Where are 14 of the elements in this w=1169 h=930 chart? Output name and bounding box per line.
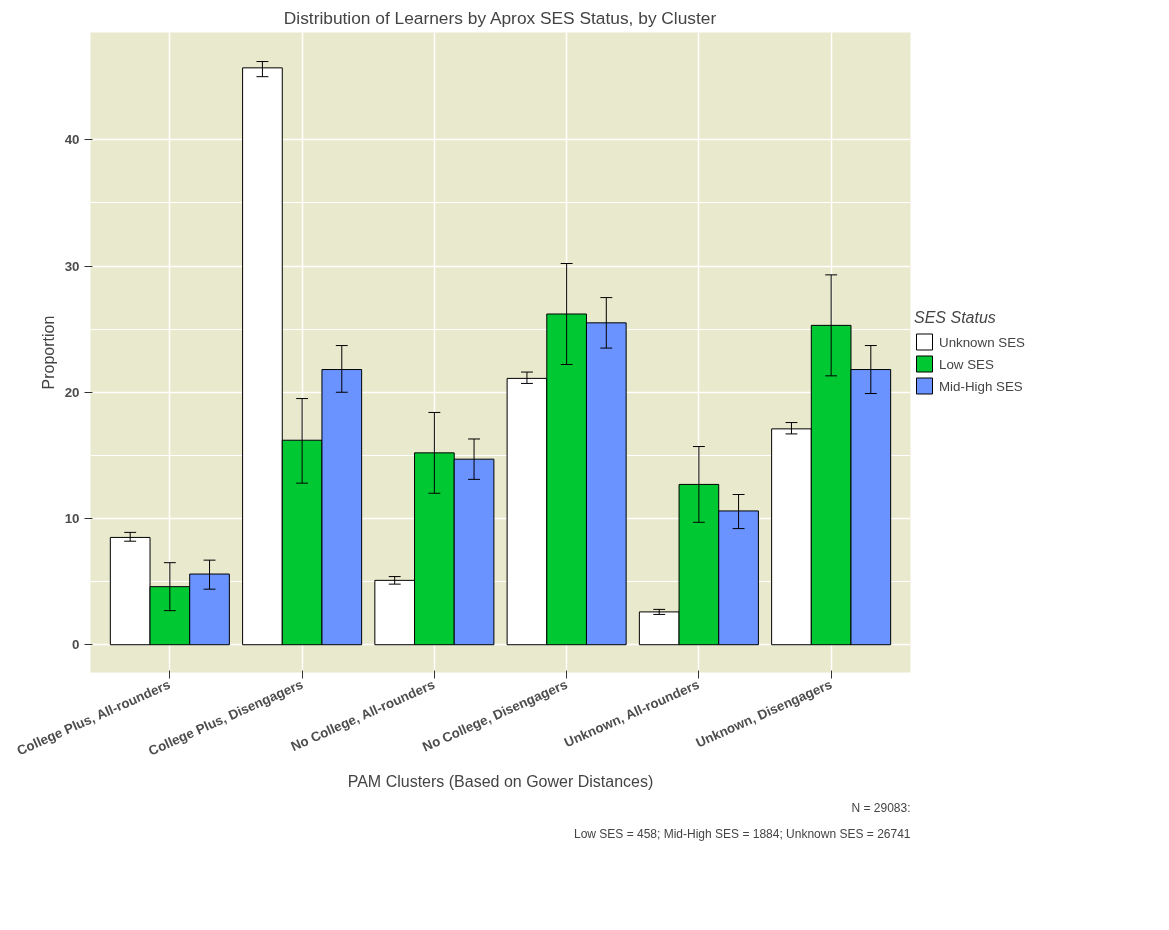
legend-label: Low SES bbox=[939, 356, 994, 371]
y-axis-title: Proportion bbox=[39, 315, 57, 390]
y-tick-label: 0 bbox=[72, 637, 80, 653]
y-tick-label: 30 bbox=[64, 258, 80, 274]
legend-label: Mid-High SES bbox=[939, 378, 1023, 393]
legend-label: Unknown SES bbox=[939, 334, 1025, 349]
y-tick-label: 20 bbox=[64, 384, 80, 400]
text: Low SES = 458; Mid-High SES = 1884; Unknown SES = 26741 bbox=[573, 826, 911, 841]
y-tick-label: 40 bbox=[64, 132, 80, 148]
text: N = 29083: bbox=[851, 800, 911, 815]
y-tick-label: 10 bbox=[64, 511, 80, 526]
chart-title: Distribution of Learners by Aprox SES Status, by Cluster bbox=[283, 7, 717, 28]
x-axis-title: PAM Clusters (Based on Gower Distances) bbox=[347, 773, 654, 791]
legend-title: SES Status bbox=[914, 308, 997, 327]
